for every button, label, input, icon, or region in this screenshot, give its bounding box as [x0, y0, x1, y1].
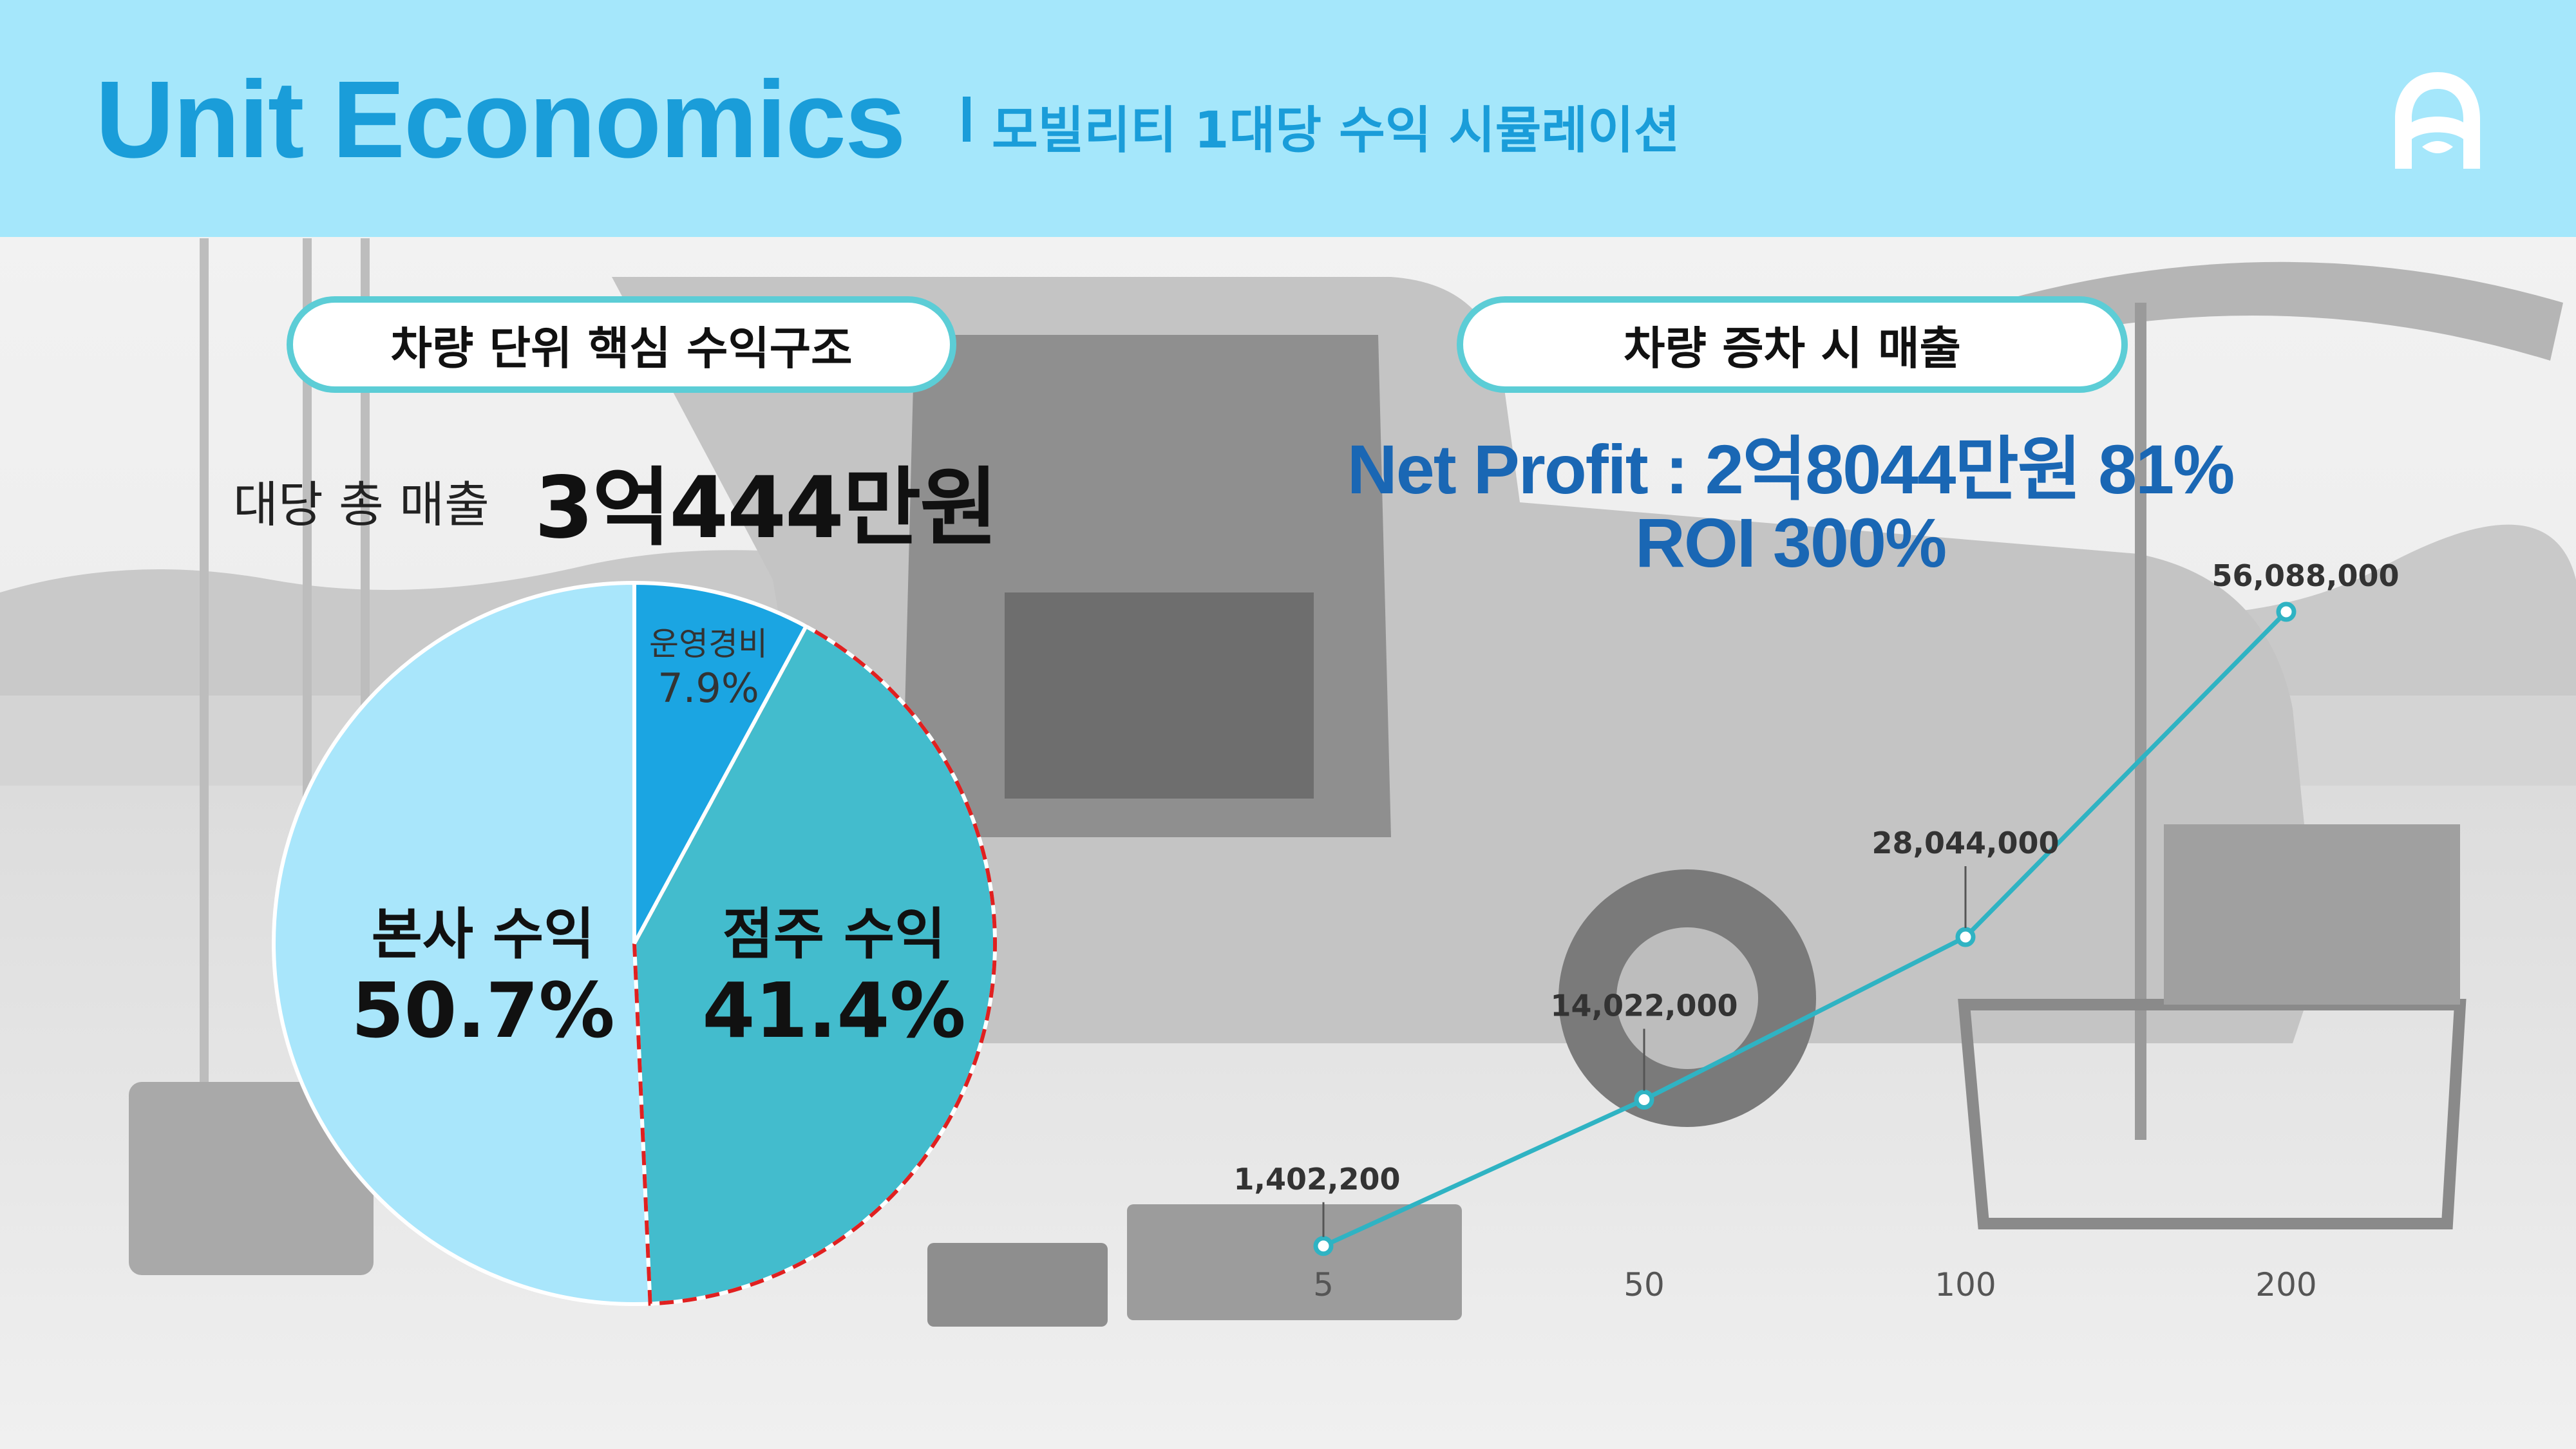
- revenue-value: 3억444만원: [535, 459, 998, 558]
- line-point: [1634, 1090, 1654, 1110]
- x-tick-label: 200: [2255, 1266, 2316, 1303]
- data-label: 28,044,000: [1871, 826, 2059, 860]
- header-bar: [0, 0, 2576, 237]
- x-tick-label: 100: [1935, 1266, 1996, 1303]
- x-tick-label: 50: [1624, 1266, 1665, 1303]
- x-tick-label: 5: [1313, 1266, 1334, 1303]
- data-label: 1,402,200: [1234, 1162, 1401, 1197]
- title-divider: [963, 97, 971, 142]
- net-profit-text: Net Profit : 2억8044만원 81%: [1347, 430, 2235, 508]
- line-series: [1322, 610, 2288, 1248]
- line-point: [1955, 927, 1976, 947]
- pie-slice-owner-outline: [632, 623, 997, 1306]
- brand-logo-icon: [2395, 72, 2480, 169]
- page-subtitle: 모빌리티 1대당 수익 시뮬레이션: [992, 102, 1680, 160]
- line-point: [1313, 1236, 1334, 1256]
- line-point: [2276, 601, 2297, 622]
- fleet-revenue-pill: 차량 증차 시 매출: [1457, 296, 2128, 393]
- pie-slice-ops: [632, 580, 809, 945]
- data-label: 56,088,000: [2211, 558, 2399, 593]
- roi-text: ROI 300%: [1634, 504, 1947, 582]
- page-title: Unit Economics: [95, 59, 906, 181]
- data-label: 14,022,000: [1550, 989, 1738, 1023]
- revenue-structure-pill: 차량 단위 핵심 수익구조: [287, 296, 956, 393]
- revenue-label: 대당 총 매출: [233, 476, 489, 533]
- pie-slice-hq: [272, 580, 652, 1306]
